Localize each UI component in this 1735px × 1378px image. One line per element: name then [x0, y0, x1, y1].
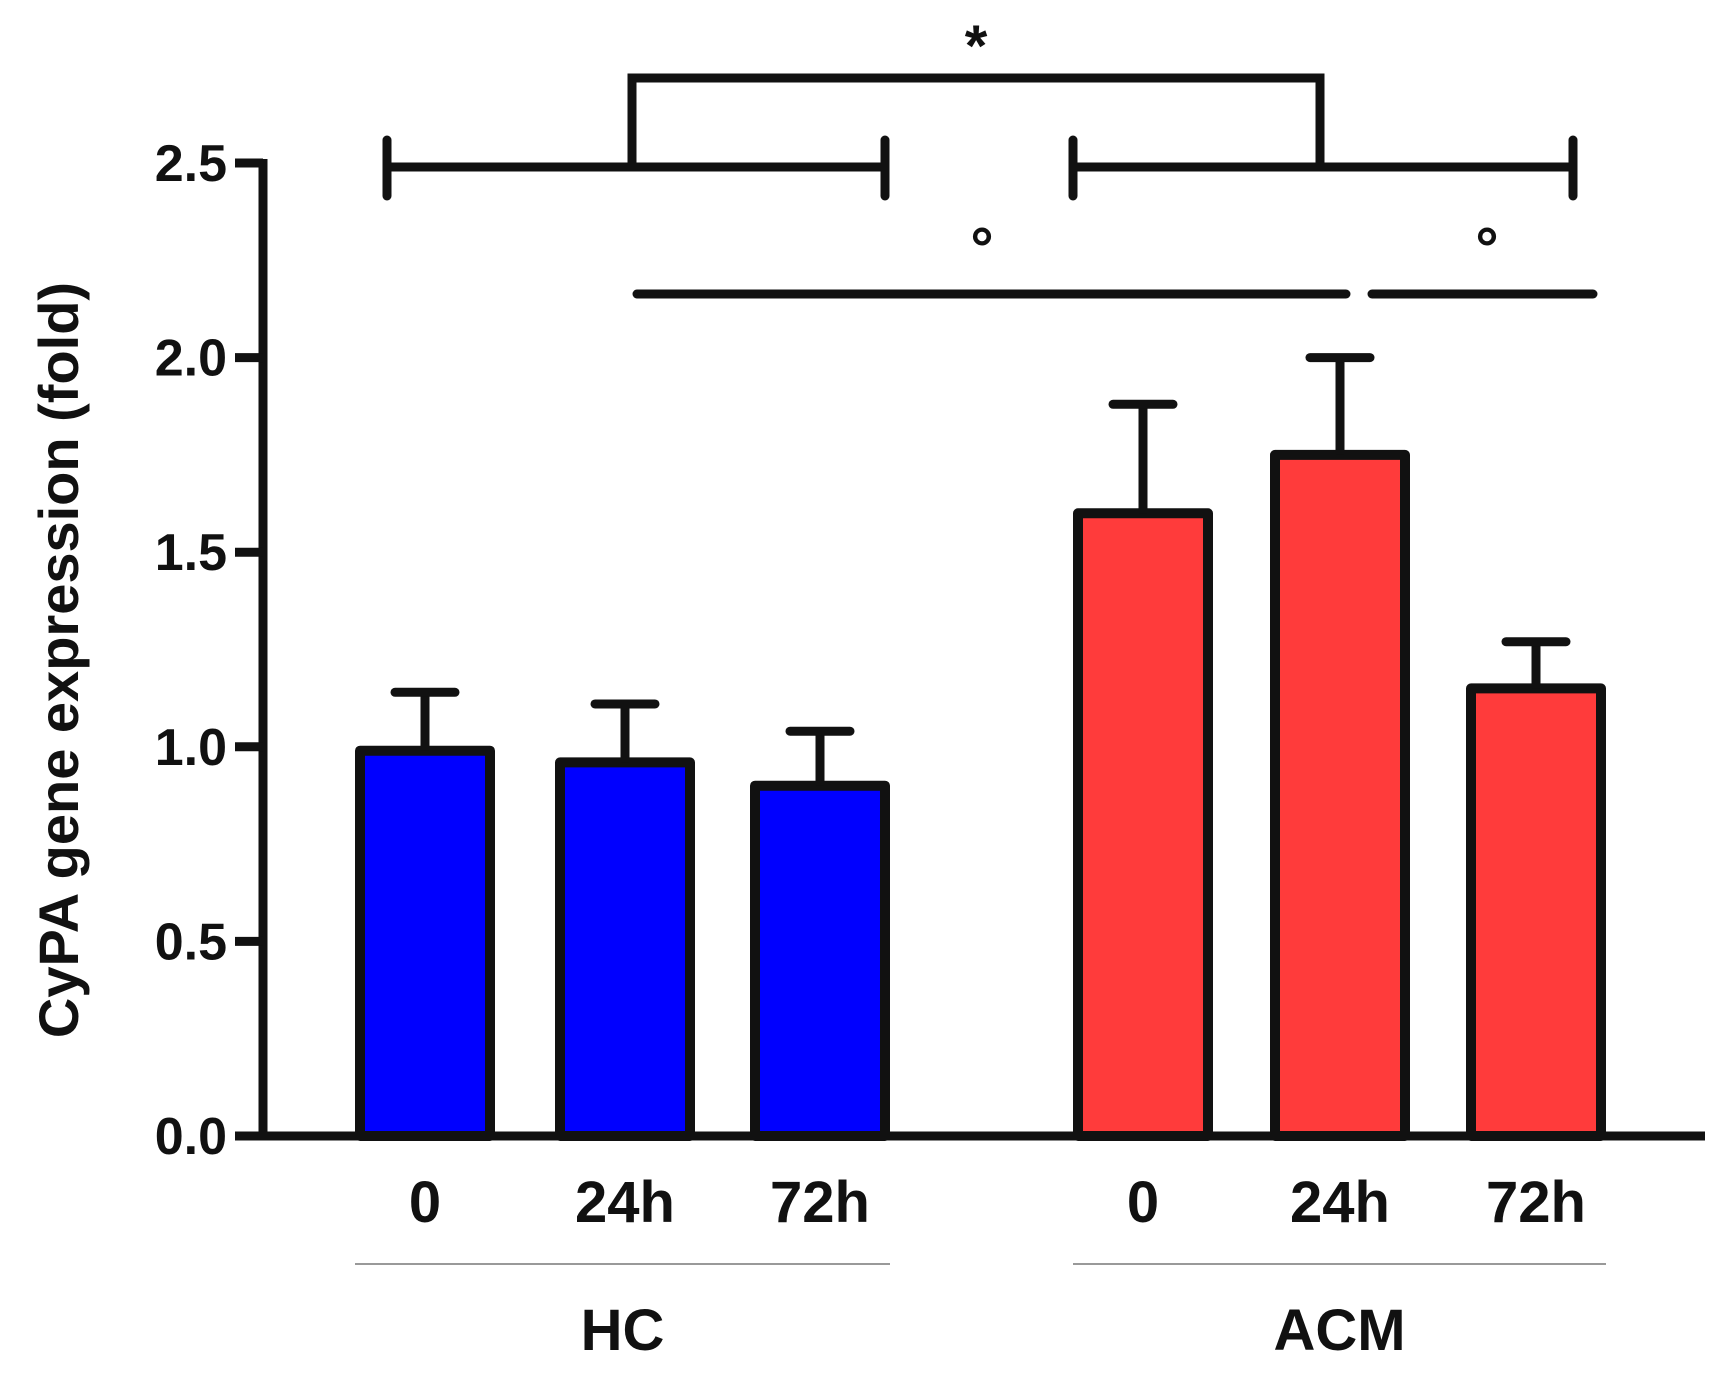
error-bars-layer: [390, 353, 1571, 786]
bar-acm: [1270, 449, 1410, 1141]
significance-bracket: [627, 73, 1325, 167]
labels-layer: CyPA gene expression (fold) 0.0 0.5 1.0 1.5…: [27, 135, 1586, 1363]
significance-star: *: [965, 14, 988, 79]
y-tick-label: 1.0: [155, 719, 227, 777]
bar-hc: [555, 757, 695, 1141]
y-tick-label: 2.0: [155, 330, 227, 388]
y-tick-label: 0.0: [155, 1108, 227, 1166]
significance-layer: * ° °: [382, 14, 1598, 299]
category-label: 72h: [770, 1170, 870, 1235]
bar-hc: [750, 780, 890, 1141]
significance-degree: °: [1475, 216, 1498, 281]
y-tick-label: 0.5: [155, 913, 227, 971]
bar-acm: [1466, 683, 1606, 1141]
y-axis-label: CyPA gene expression (fold): [27, 282, 90, 1038]
bars-layer: [355, 449, 1606, 1142]
category-label: 0: [409, 1170, 441, 1235]
group-label: HC: [581, 1298, 665, 1363]
category-label: 72h: [1486, 1170, 1586, 1235]
y-tick-label: 2.5: [155, 135, 227, 193]
significance-degree: °: [970, 216, 993, 281]
category-label: 24h: [575, 1170, 675, 1235]
category-label: 24h: [1290, 1170, 1390, 1235]
bar-hc: [355, 745, 495, 1142]
y-tick-label: 1.5: [155, 524, 227, 582]
category-label: 0: [1127, 1170, 1159, 1235]
bar-acm: [1073, 508, 1213, 1141]
axes: [235, 158, 1705, 1265]
group-label: ACM: [1273, 1298, 1405, 1363]
